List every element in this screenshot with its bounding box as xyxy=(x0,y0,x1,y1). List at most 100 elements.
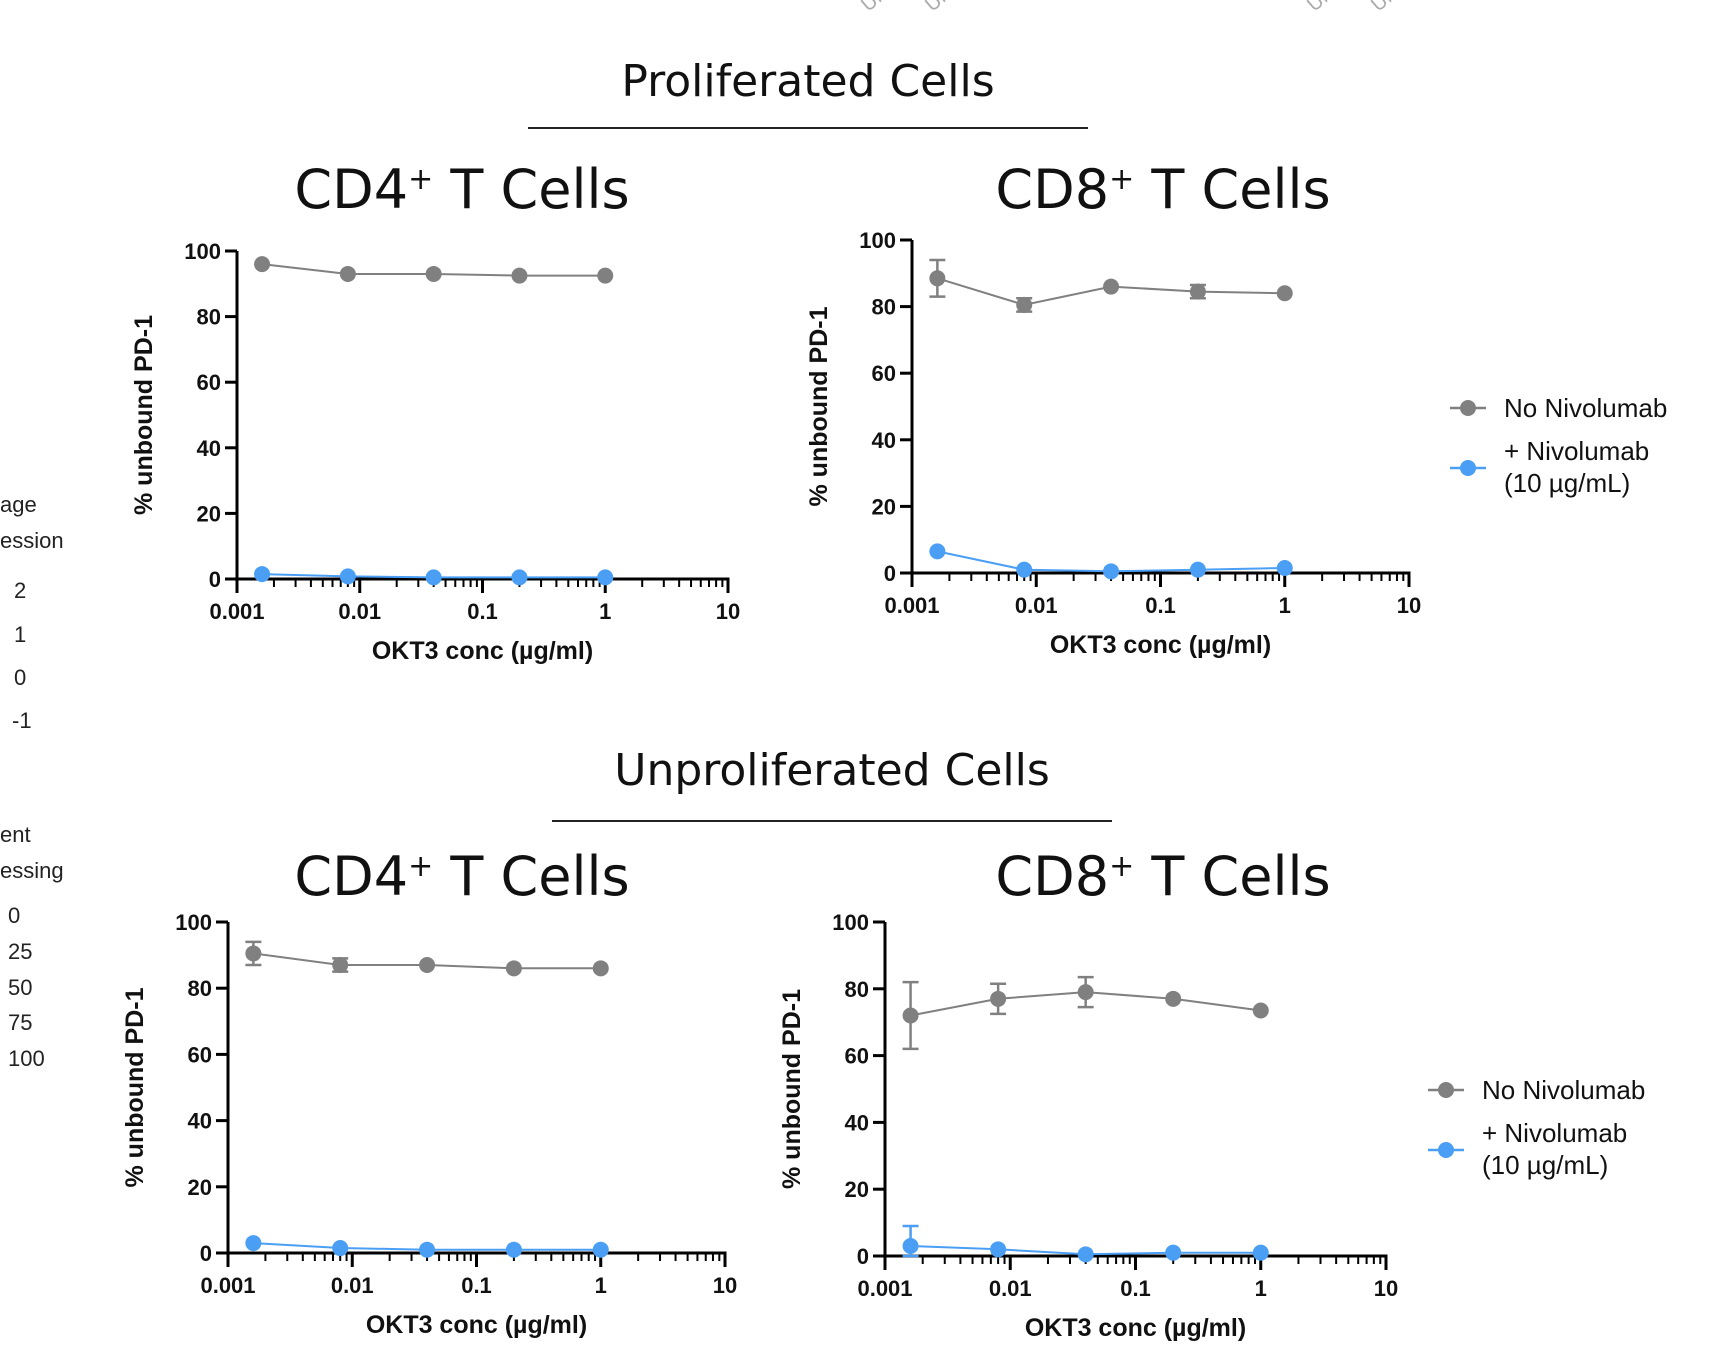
legend-label-line2: (10 µg/mL) xyxy=(1504,468,1630,498)
x-tick-label: 1 xyxy=(1279,593,1291,618)
data-point xyxy=(425,569,442,586)
data-point xyxy=(245,1235,262,1252)
panel-title-4-rest: T Cells xyxy=(1134,845,1331,908)
data-point xyxy=(511,569,528,586)
data-point xyxy=(1077,984,1094,1001)
section-title-unproliferated: Unproliferated Cells xyxy=(614,745,1050,796)
data-point xyxy=(902,1007,919,1024)
legend-2: No Nivolumab + Nivolumab(10 µg/mL) xyxy=(1428,1075,1645,1180)
y-tick-label: 60 xyxy=(845,1044,869,1069)
x-axis-label: OKT3 conc (µg/ml) xyxy=(1025,1314,1246,1342)
left-legend2-val-4: 75 xyxy=(8,1010,33,1035)
y-tick-label: 20 xyxy=(188,1175,212,1200)
panel-title-3-main: CD4 xyxy=(294,845,409,908)
x-axis-label: OKT3 conc (µg/ml) xyxy=(372,637,593,665)
data-point xyxy=(254,566,271,583)
left-legend2-val-3: 50 xyxy=(8,975,33,1000)
panel-title-2-sup: + xyxy=(1109,162,1135,197)
data-point xyxy=(511,267,528,284)
data-point xyxy=(592,960,609,977)
data-point xyxy=(929,543,946,560)
y-tick-label: 100 xyxy=(832,910,869,935)
data-point xyxy=(902,1237,919,1254)
data-point xyxy=(1189,283,1206,300)
legend-swatch-marker xyxy=(1460,400,1476,416)
x-tick-label: 10 xyxy=(713,1273,737,1298)
x-tick-label: 0.001 xyxy=(857,1276,912,1301)
y-axis-label: % unbound PD-1 xyxy=(121,987,149,1187)
panel-title-1-main: CD4 xyxy=(294,158,409,221)
data-point xyxy=(245,945,262,962)
legend-label: No Nivolumab xyxy=(1482,1075,1645,1105)
y-axis-label: % unbound PD-1 xyxy=(130,315,158,515)
y-tick-label: 80 xyxy=(845,977,869,1002)
x-tick-label: 1 xyxy=(599,599,611,624)
data-point xyxy=(254,256,271,273)
data-point xyxy=(929,270,946,287)
x-tick-label: 0.001 xyxy=(200,1273,255,1298)
x-axis-label: OKT3 conc (µg/ml) xyxy=(366,1311,587,1339)
y-tick-label: 100 xyxy=(175,910,212,935)
panel-title-2-rest: T Cells xyxy=(1134,158,1331,221)
y-tick-label: 100 xyxy=(859,228,896,253)
data-point xyxy=(1077,1246,1094,1263)
y-tick-label: 100 xyxy=(184,239,221,264)
x-tick-label: 0.1 xyxy=(467,599,498,624)
left-legend1-val-3: 0 xyxy=(14,665,27,690)
panel-title-1-rest: T Cells xyxy=(433,158,630,221)
x-tick-label: 0.01 xyxy=(338,599,381,624)
section-title-proliferated: Proliferated Cells xyxy=(621,56,995,107)
panel-title-3: CD4+ T Cells xyxy=(262,845,662,908)
x-axis-label: OKT3 conc (µg/ml) xyxy=(1050,631,1271,659)
y-tick-label: 40 xyxy=(845,1110,869,1135)
data-point xyxy=(505,1241,522,1258)
legend-swatch-marker xyxy=(1438,1142,1454,1158)
x-tick-label: 0.1 xyxy=(1145,593,1176,618)
left-legend1-val-4: -1 xyxy=(12,708,32,733)
y-tick-label: 80 xyxy=(188,976,212,1001)
left-legend2-line1: ent xyxy=(0,822,31,847)
legend-label: + Nivolumab xyxy=(1504,436,1649,466)
data-point xyxy=(592,1241,609,1258)
data-point xyxy=(1252,1244,1269,1261)
y-tick-label: 20 xyxy=(197,501,221,526)
legend-label: + Nivolumab xyxy=(1482,1118,1627,1148)
y-tick-label: 20 xyxy=(845,1177,869,1202)
data-point xyxy=(339,568,356,585)
data-point xyxy=(1252,1002,1269,1019)
chart-2: 0 20 40 60 80 100 0.001 0.01 0.1 1 10 OKT3 conc (µg… xyxy=(805,228,1421,659)
y-tick-label: 40 xyxy=(197,436,221,461)
data-point xyxy=(332,957,349,974)
y-tick-label: 80 xyxy=(872,295,896,320)
x-tick-label: 0.01 xyxy=(331,1273,374,1298)
y-tick-label: 60 xyxy=(872,361,896,386)
left-legend2-val-2: 25 xyxy=(8,939,33,964)
left-legend1-line2: ession xyxy=(0,528,64,553)
data-point xyxy=(990,990,1007,1007)
y-tick-label: 40 xyxy=(188,1109,212,1134)
data-point xyxy=(419,957,436,974)
left-legend2-val-1: 0 xyxy=(8,903,21,928)
x-tick-label: 0.01 xyxy=(1015,593,1058,618)
panel-title-4-sup: + xyxy=(1109,849,1135,884)
y-tick-label: 60 xyxy=(188,1042,212,1067)
legend-label-line2: (10 µg/mL) xyxy=(1482,1150,1608,1180)
y-tick-label: 0 xyxy=(200,1241,212,1266)
x-tick-label: 1 xyxy=(1255,1276,1267,1301)
data-point xyxy=(1165,990,1182,1007)
chart-1: 0 20 40 60 80 100 0.001 0.01 0.1 1 10 OKT3 conc (µg… xyxy=(130,239,740,665)
data-point xyxy=(1016,296,1033,313)
section-rule-proliferated xyxy=(528,127,1088,129)
data-point xyxy=(1276,285,1293,302)
data-point xyxy=(990,1241,1007,1258)
panel-title-3-sup: + xyxy=(408,849,434,884)
legend-swatch-marker xyxy=(1438,1082,1454,1098)
left-legend1-line1: age xyxy=(0,492,37,517)
panel-title-2: CD8+ T Cells xyxy=(963,158,1363,221)
panel-title-4: CD8+ T Cells xyxy=(963,845,1363,908)
data-point xyxy=(1016,561,1033,578)
panel-title-2-main: CD8 xyxy=(995,158,1110,221)
data-point xyxy=(597,267,614,284)
x-tick-label: 1 xyxy=(595,1273,607,1298)
